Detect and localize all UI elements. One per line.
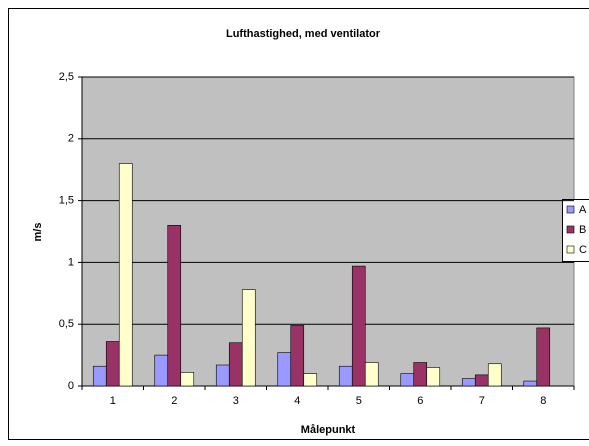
legend-label: C [579, 244, 587, 256]
bar [426, 367, 441, 387]
legend-label: B [579, 224, 586, 236]
bar [413, 362, 428, 387]
bar [92, 365, 107, 387]
bar [400, 373, 415, 387]
bar [536, 327, 551, 387]
legend-label: A [579, 204, 587, 216]
bar [523, 380, 538, 387]
bar [487, 363, 502, 387]
x-tick-label: 1 [110, 395, 116, 407]
x-tick-label: 4 [294, 395, 300, 407]
chart-title: Lufthastighed, med ventilator [226, 28, 381, 40]
plot-area [81, 76, 575, 387]
bar [105, 341, 120, 387]
y-tick-label: 2,5 [59, 71, 74, 83]
bar [338, 365, 353, 387]
legend-swatch [566, 245, 575, 254]
x-tick-label: 7 [479, 395, 485, 407]
bar [167, 225, 182, 387]
bar [215, 364, 230, 387]
bar [351, 265, 366, 387]
legend-swatch [566, 205, 575, 214]
bar [277, 352, 292, 387]
x-tick-label: 6 [417, 395, 423, 407]
bar [154, 354, 169, 387]
legend-swatch [566, 225, 575, 234]
x-tick-label: 5 [356, 395, 362, 407]
x-tick-label: 8 [540, 395, 546, 407]
bar [241, 289, 256, 387]
y-tick-label: 0,5 [59, 318, 74, 330]
y-tick-label: 1,5 [59, 195, 74, 207]
x-tick-label: 2 [171, 395, 177, 407]
bar [474, 374, 489, 387]
y-tick-label: 2 [68, 133, 74, 145]
y-axis-label: m/s [32, 223, 44, 242]
bar [228, 342, 243, 387]
bar [303, 373, 318, 387]
x-axis-label: Målepunkt [301, 424, 356, 436]
y-tick-label: 1 [68, 256, 74, 268]
bar [180, 372, 195, 387]
x-tick-label: 3 [233, 395, 239, 407]
bar [364, 362, 379, 387]
y-tick-label: 0 [68, 380, 74, 392]
bar [461, 378, 476, 387]
bar [118, 163, 133, 387]
bar [290, 325, 305, 387]
